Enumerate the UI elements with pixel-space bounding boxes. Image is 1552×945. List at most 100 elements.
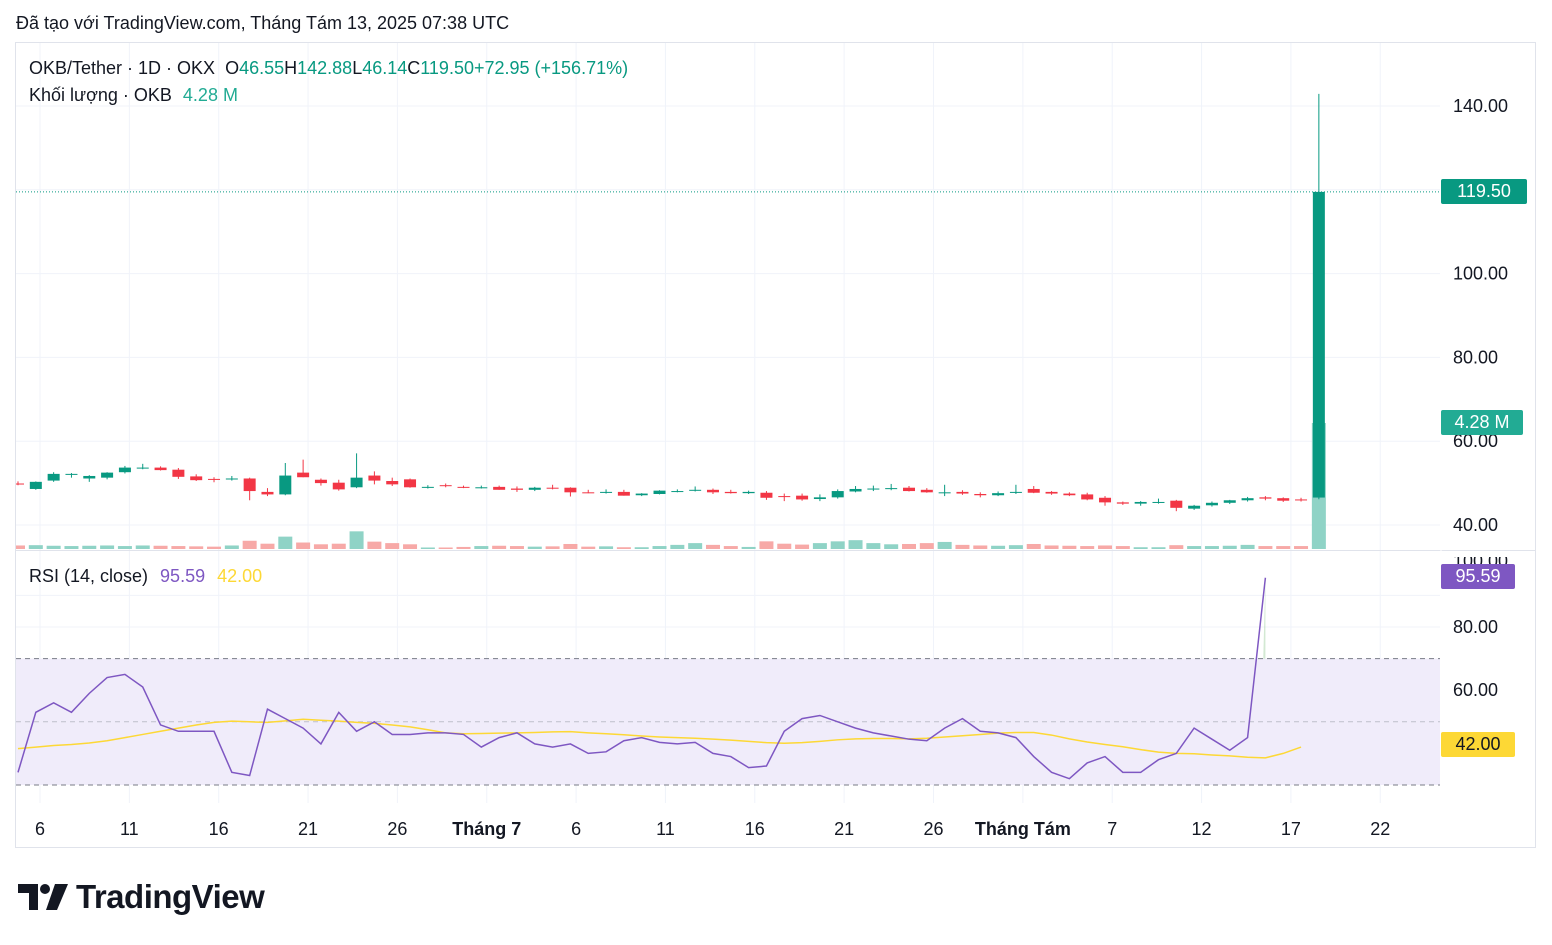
volume-bar [1240,544,1255,549]
candle [16,481,24,486]
high-value: 142.88 [297,58,353,78]
candle-body [564,487,577,493]
close-key: C [407,58,421,78]
volume-bar [349,531,364,549]
candle [1295,497,1308,502]
time-tick: 6 [35,819,45,839]
candle [243,477,256,501]
volume-bar [1133,547,1148,549]
candle-body [332,482,345,490]
candle [101,472,114,480]
volume-bar [1222,545,1237,549]
candle [510,486,523,492]
candle [1259,496,1272,501]
candle [83,475,96,482]
time-tick: 21 [834,819,854,839]
candle-body [16,483,24,485]
candle-body [760,492,773,498]
candle-body [617,491,630,496]
candle-body [724,491,737,494]
candle [938,484,951,497]
chart-frame[interactable]: 140.00 100.00 80.00 60.00 40.00 100.00 80.00 60… [15,42,1536,848]
candle [992,491,1005,497]
candle [1027,486,1040,494]
time-tick: 16 [209,819,229,839]
volume-bar [1204,546,1219,549]
time-tick: 6 [571,819,581,839]
candle [297,459,310,478]
volume-bar [1169,545,1184,549]
candle-body [1134,501,1147,504]
candle-body [1223,500,1236,503]
candle-body [653,490,666,494]
candle-body [635,493,648,496]
volume-bar [973,545,988,549]
time-tick: 22 [1370,819,1390,839]
rsi-value: 95.59 [160,566,206,586]
candle-body [404,479,417,488]
time-tick: 26 [923,819,943,839]
candle [635,493,648,497]
candle-body [439,485,452,487]
price-tick: 60.00 [1453,431,1498,451]
symbol-label[interactable]: OKB/Tether · 1D · OKX [29,58,216,78]
candle-body [778,496,791,498]
candle [1312,93,1325,500]
volume-bar [46,545,61,549]
rsi-legend: RSI (14, close) 95.59 42.00 [29,566,262,587]
candle-body [1259,497,1272,499]
candle [831,489,844,499]
rsi-ma-value: 42.00 [217,566,263,586]
candle [689,486,702,492]
candle-body [742,491,755,494]
volume-value: 4.28 M [182,85,238,105]
rsi-label[interactable]: RSI (14, close) [29,566,149,586]
candle [1081,492,1094,501]
candle [225,475,238,481]
candle [475,485,488,489]
volume-bar [616,547,631,549]
candle [920,488,933,493]
volume-legend: Khối lượng · OKB 4.28 M [29,85,238,106]
time-tick: 11 [656,819,675,839]
volume-bar [1026,543,1041,549]
candle [724,489,737,494]
volume-bar [1044,545,1059,549]
candle-body [29,481,42,489]
candle-body [1295,499,1308,501]
candle-body [1081,494,1094,500]
time-tick: Tháng Tám [975,819,1071,839]
candle-body [1188,505,1201,509]
candle-body [849,488,862,492]
volume-bar [705,544,720,549]
candle [154,466,167,471]
price-tick: 140.00 [1453,96,1508,116]
volume-bar [509,546,524,549]
volume-bar [296,542,311,549]
candle [564,487,577,497]
candle-body [1027,488,1040,493]
volume-bar [456,546,471,549]
volume-bar [902,543,916,549]
candle-body [190,476,203,481]
volume-bar [260,543,275,549]
tradingview-logo[interactable]: TradingView [18,878,265,916]
candle-body [885,488,898,490]
candle [1152,498,1165,504]
candle [314,478,327,486]
candle [208,477,221,483]
candle-body [118,467,131,473]
candle-body [1205,502,1218,506]
candle [279,462,292,496]
volume-bar [278,536,293,549]
volume-bar [224,545,239,549]
candle [1009,484,1022,494]
candle-body [671,491,684,493]
tradingview-logo-icon [18,884,68,910]
candle [1223,499,1236,505]
candle-body [297,472,310,478]
open-key: O [225,58,240,78]
candle [1277,497,1290,502]
volume-label[interactable]: Khối lượng · OKB [29,85,172,105]
